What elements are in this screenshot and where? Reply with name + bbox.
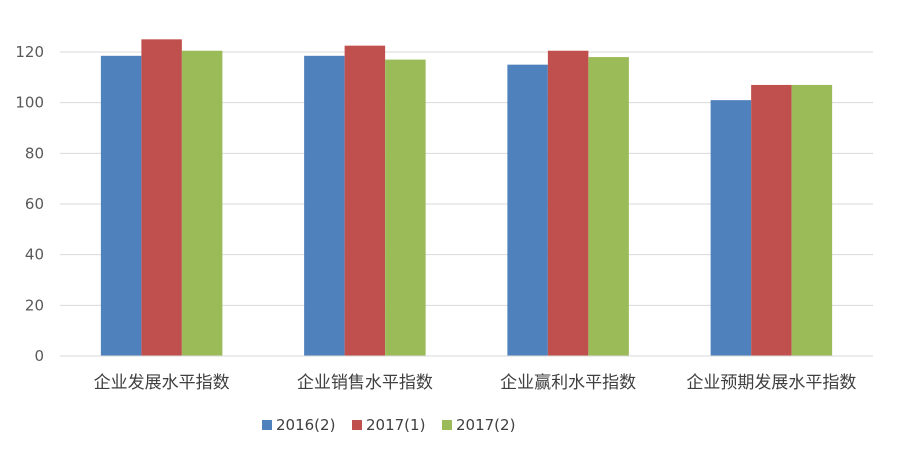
legend-label-1: 2016(2) <box>276 416 335 434</box>
legend: 2016(2) 2017(1) 2017(2) <box>262 416 515 434</box>
legend-swatch-2 <box>352 420 362 430</box>
y-tick-label-60: 60 <box>25 195 44 213</box>
bar-3-series-3 <box>588 57 629 357</box>
bar-4-series-3 <box>791 84 833 356</box>
y-tick-label-0: 0 <box>34 347 44 365</box>
category-labels: 企业发展水平指数 企业销售水平指数 企业赢利水平指数 企业预期发展水平指数 <box>94 373 857 393</box>
bar-4-series-2 <box>751 84 792 356</box>
bar-2-series-1 <box>304 55 345 357</box>
bars <box>100 39 833 357</box>
y-tick-label-40: 40 <box>25 246 44 264</box>
y-tick-label-120: 120 <box>15 43 44 61</box>
bar-4-series-1 <box>710 100 752 356</box>
bar-1-series-3 <box>181 50 223 356</box>
y-tick-label-20: 20 <box>25 296 44 314</box>
x-category-label-3: 企业赢利水平指数 <box>500 373 636 393</box>
bar-3-series-1 <box>507 64 548 357</box>
legend-label-3: 2017(2) <box>456 416 515 434</box>
legend-swatch-1 <box>262 420 272 430</box>
legend-swatch-3 <box>442 420 452 430</box>
bar-3-series-2 <box>547 50 589 356</box>
x-category-label-4: 企业预期发展水平指数 <box>686 373 856 393</box>
x-category-label-1: 企业发展水平指数 <box>94 373 230 393</box>
y-tick-label-100: 100 <box>15 94 44 112</box>
legend-label-2: 2017(1) <box>366 416 425 434</box>
x-category-label-2: 企业销售水平指数 <box>297 373 433 393</box>
y-tick-label-80: 80 <box>25 144 44 162</box>
bar-1-series-1 <box>100 55 142 357</box>
bar-2-series-2 <box>344 45 386 357</box>
bar-2-series-3 <box>385 59 426 356</box>
bar-1-series-2 <box>141 39 182 356</box>
y-axis-ticks: 0 20 40 60 80 100 120 <box>15 43 44 365</box>
